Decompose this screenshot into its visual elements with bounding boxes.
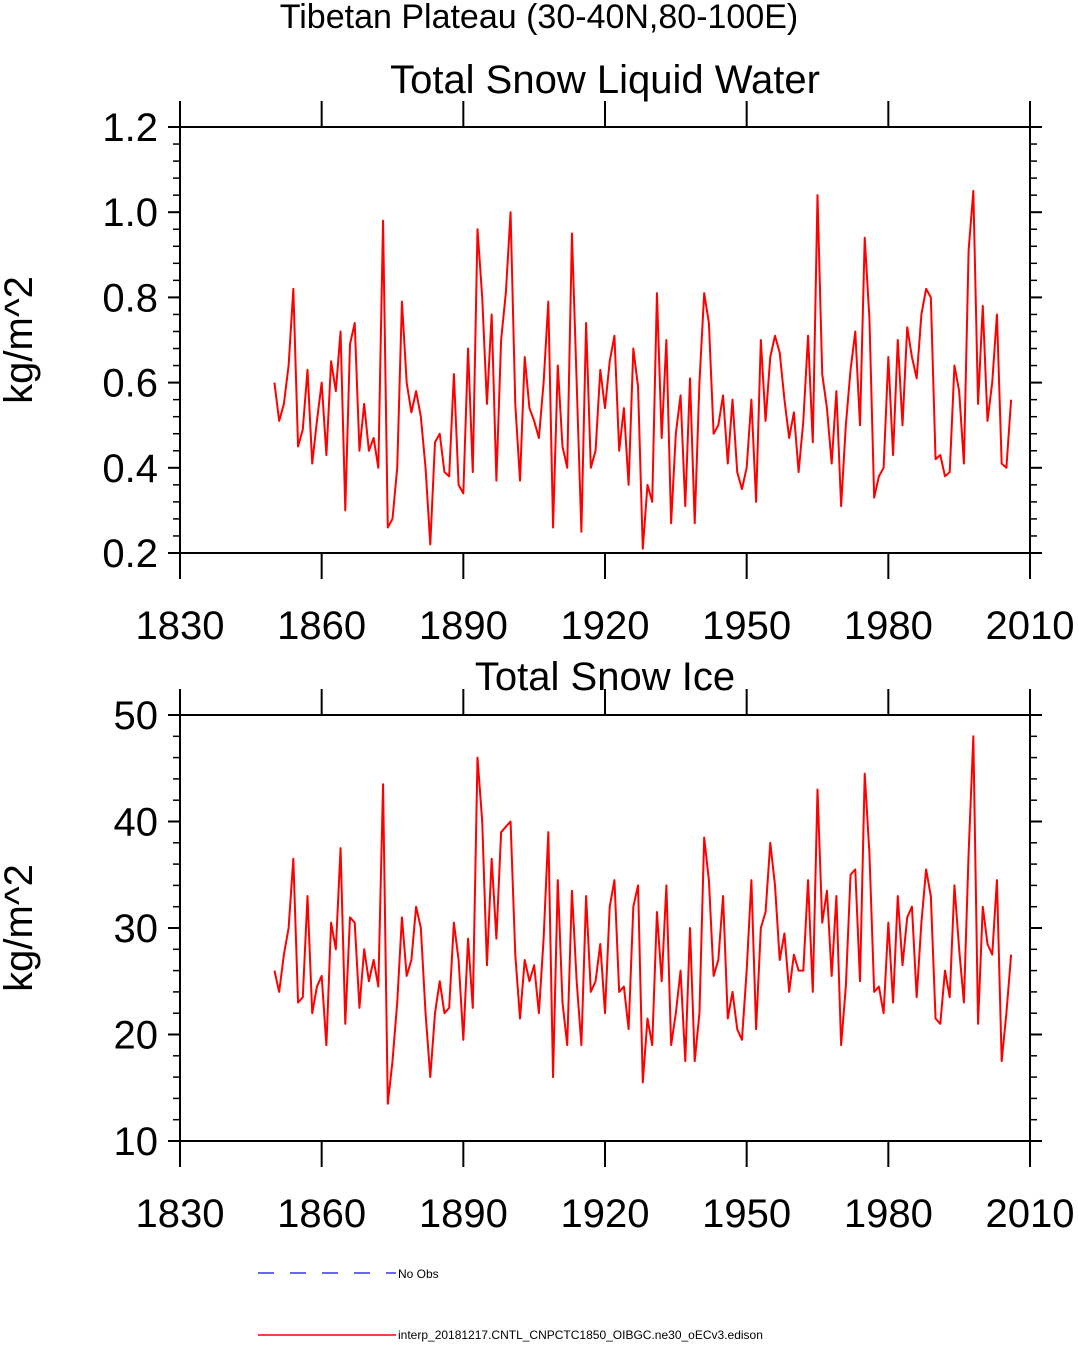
plot-frame (179, 126, 1031, 554)
y-tick-label: 0.4 (102, 447, 158, 491)
legend-no-obs-label: No Obs (398, 1267, 439, 1281)
y-tick-label: 0.6 (102, 362, 158, 406)
x-tick-label: 1950 (702, 1192, 791, 1236)
figure-title: Tibetan Plateau (30-40N,80-100E) (280, 0, 799, 36)
y-tick-label: 1.0 (102, 191, 158, 235)
liquid-water-panel: Total Snow Liquid Water 0.2 0.4 0.6 0.8 1.0 1.… (0, 58, 1074, 648)
x-tick-label: 1860 (277, 1192, 366, 1236)
legend-model-label: interp_20181217.CNTL_CNPCTC1850_OIBGC.ne… (398, 1328, 763, 1342)
y-tick-label: 30 (114, 907, 159, 951)
y-axis-label: kg/m^2 (0, 276, 41, 404)
x-tick-label: 1920 (561, 604, 650, 648)
x-tick-label: 1950 (702, 604, 791, 648)
x-tick-label: 1860 (277, 604, 366, 648)
plot-frame (179, 714, 1031, 1142)
x-tick-label: 1890 (419, 1192, 508, 1236)
series-line (273, 735, 1013, 1105)
x-tick-label: 1920 (561, 1192, 650, 1236)
x-tick-label: 1980 (844, 1192, 933, 1236)
y-tick-label: 1.2 (102, 106, 158, 150)
x-tick-label: 1830 (136, 604, 225, 648)
y-tick-label: 10 (114, 1120, 159, 1164)
x-tick-label: 1890 (419, 604, 508, 648)
y-axis-label: kg/m^2 (0, 864, 41, 992)
x-tick-label: 2010 (986, 1192, 1075, 1236)
panel-title: Total Snow Liquid Water (390, 58, 820, 102)
series-line (273, 189, 1013, 550)
y-tick-label: 0.8 (102, 276, 158, 320)
y-tick-label: 50 (114, 694, 159, 738)
x-tick-label: 1980 (844, 604, 933, 648)
x-tick-label: 1830 (136, 1192, 225, 1236)
y-tick-label: 20 (114, 1014, 159, 1058)
legend: No Obs interp_20181217.CNTL_CNPCTC1850_O… (258, 1267, 763, 1342)
y-tick-label: 0.2 (102, 532, 158, 576)
y-tick-label: 40 (114, 801, 159, 845)
x-tick-label: 2010 (986, 604, 1075, 648)
